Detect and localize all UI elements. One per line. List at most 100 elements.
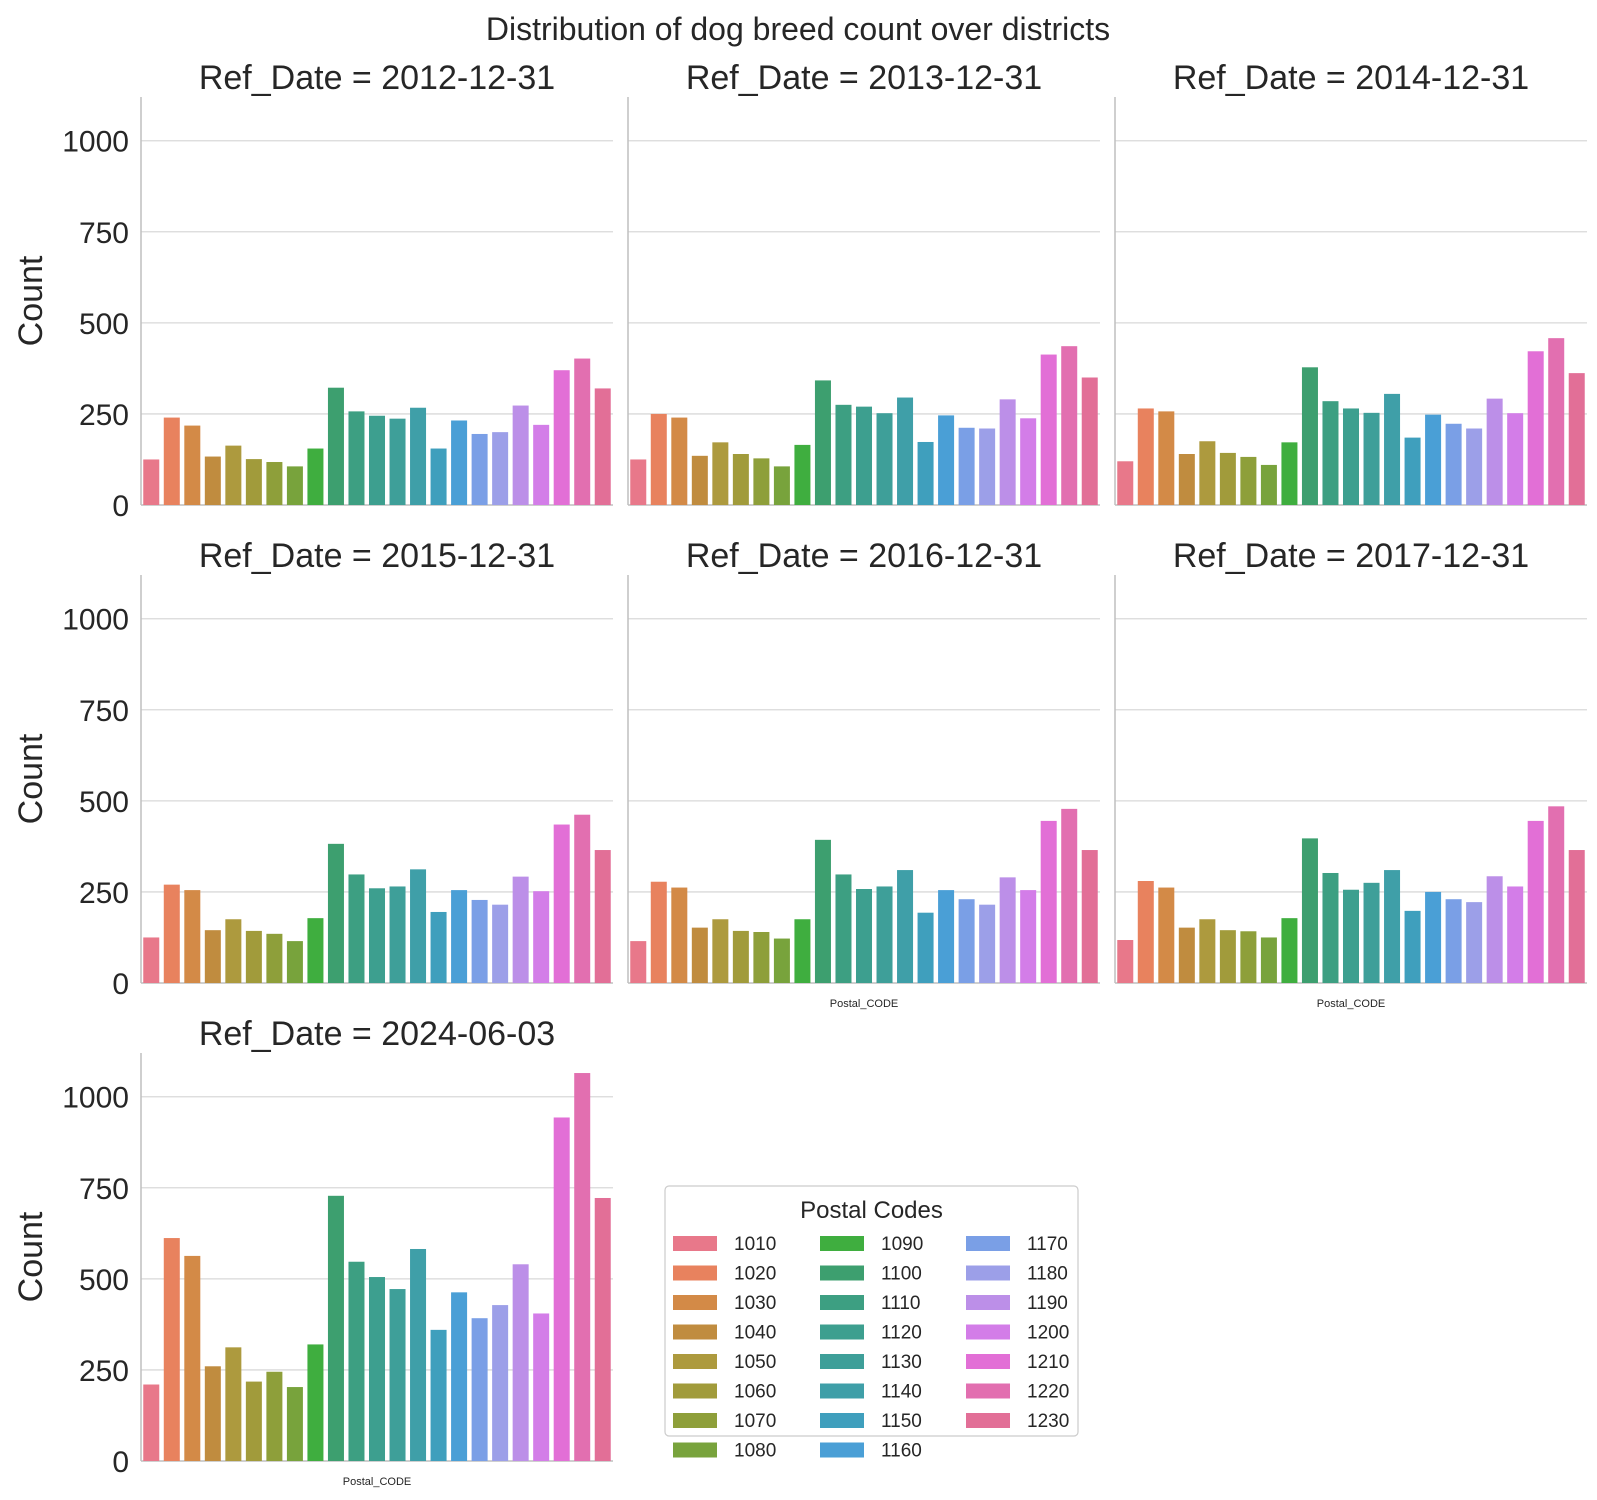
legend-item: 1120 xyxy=(820,1323,922,1344)
bar-1210 xyxy=(553,1117,570,1461)
bar-1130 xyxy=(389,418,406,505)
bar-1200 xyxy=(1020,890,1037,983)
bar-1150 xyxy=(430,448,447,505)
bar-1070 xyxy=(266,1371,283,1461)
facet-title: Ref_Date = 2012-12-31 xyxy=(199,59,555,97)
bar-1020 xyxy=(1137,881,1154,983)
legend-swatch xyxy=(820,1295,864,1310)
bar-1070 xyxy=(266,462,283,505)
bar-1140 xyxy=(1384,393,1401,505)
bar-1120 xyxy=(855,889,873,983)
bar-1170 xyxy=(1445,899,1462,983)
bar-1220 xyxy=(574,1073,591,1461)
bar-1110 xyxy=(835,874,852,983)
bar-1010 xyxy=(143,937,160,983)
x-axis-label: Postal_CODE xyxy=(830,998,898,1010)
legend-swatch xyxy=(673,1324,717,1340)
bar-1090 xyxy=(307,918,324,983)
legend-item: 1230 xyxy=(966,1411,1069,1432)
y-tick-label: 750 xyxy=(79,1173,129,1206)
bar-1140 xyxy=(410,869,427,983)
bar-1100 xyxy=(327,843,344,983)
bar-1090 xyxy=(1281,442,1298,505)
bar-1110 xyxy=(348,874,365,983)
bar-1010 xyxy=(1117,461,1134,505)
bar-1200 xyxy=(533,1313,550,1461)
legend-item: 1210 xyxy=(966,1352,1069,1373)
bar-1130 xyxy=(389,1289,406,1461)
bar-1050 xyxy=(225,445,242,505)
legend-label: 1070 xyxy=(734,1411,776,1432)
legend-label: 1220 xyxy=(1027,1382,1069,1403)
legend-title: Postal Codes xyxy=(800,1197,943,1224)
bar-1120 xyxy=(1342,408,1360,505)
bar-1160 xyxy=(938,890,955,983)
legend-label: 1080 xyxy=(734,1441,776,1462)
bar-1180 xyxy=(979,904,996,983)
bar-1080 xyxy=(286,1387,303,1461)
bar-1210 xyxy=(553,824,570,983)
bar-1130 xyxy=(1363,412,1380,505)
bar-1220 xyxy=(574,814,591,983)
bar-1150 xyxy=(430,911,447,983)
legend-swatch xyxy=(820,1265,864,1281)
legend-item: 1140 xyxy=(820,1382,922,1403)
y-tick-label: 500 xyxy=(79,1264,129,1297)
legend-swatch xyxy=(820,1324,864,1340)
bar-1230 xyxy=(594,1197,611,1461)
bar-1090 xyxy=(307,1344,324,1461)
bar-1150 xyxy=(1404,910,1421,983)
bar-1150 xyxy=(917,441,934,505)
bar-1030 xyxy=(1158,411,1175,505)
facet-title: Ref_Date = 2017-12-31 xyxy=(1173,537,1529,575)
bar-1030 xyxy=(671,417,688,505)
bar-1210 xyxy=(1527,820,1544,983)
bar-1090 xyxy=(307,448,324,505)
bar-1030 xyxy=(1158,887,1175,983)
legend-label: 1150 xyxy=(881,1411,922,1432)
y-tick-label: 250 xyxy=(79,1355,129,1388)
bar-1180 xyxy=(492,432,509,505)
bar-1210 xyxy=(1040,820,1057,983)
bar-1030 xyxy=(184,425,201,505)
bar-1170 xyxy=(958,899,975,983)
bar-1170 xyxy=(1445,423,1462,505)
bar-1100 xyxy=(814,839,831,983)
legend-label: 1210 xyxy=(1027,1352,1069,1373)
bar-1110 xyxy=(348,411,365,505)
bar-1180 xyxy=(1466,902,1483,983)
legend-swatch xyxy=(673,1265,717,1281)
bar-1020 xyxy=(163,884,180,983)
bar-1200 xyxy=(533,424,550,505)
legend-label: 1060 xyxy=(734,1382,776,1403)
bar-1120 xyxy=(855,406,873,505)
facet-3: Ref_Date = 2014-12-31 xyxy=(1114,59,1587,506)
legend-item: 1170 xyxy=(966,1234,1068,1255)
legend-item: 1200 xyxy=(966,1323,1069,1344)
legend-label: 1170 xyxy=(1027,1234,1068,1255)
bar-1200 xyxy=(1507,413,1524,505)
y-tick-label: 250 xyxy=(79,877,129,910)
facet-7: Ref_Date = 2024-06-03 0 250 500 750 1000 Count… xyxy=(12,1015,613,1488)
bar-1130 xyxy=(389,886,406,983)
bar-1120 xyxy=(368,1277,386,1461)
bar-1030 xyxy=(184,1255,201,1461)
legend-item: 1030 xyxy=(673,1293,776,1314)
bar-1040 xyxy=(204,930,221,983)
bar-1020 xyxy=(163,1238,180,1461)
bar-1110 xyxy=(348,1261,365,1461)
bar-1200 xyxy=(1507,886,1524,983)
bar-1080 xyxy=(286,466,303,505)
legend-label: 1190 xyxy=(1027,1293,1068,1314)
bar-1070 xyxy=(1240,456,1257,505)
y-tick-label: 1000 xyxy=(62,126,129,159)
legend-swatch xyxy=(673,1413,717,1428)
bar-1020 xyxy=(1137,408,1154,505)
bar-1020 xyxy=(650,413,667,505)
bar-1030 xyxy=(184,890,201,983)
bar-1060 xyxy=(245,1381,262,1461)
bar-1190 xyxy=(999,399,1016,505)
bar-1130 xyxy=(876,886,893,983)
bar-1230 xyxy=(1568,373,1585,505)
